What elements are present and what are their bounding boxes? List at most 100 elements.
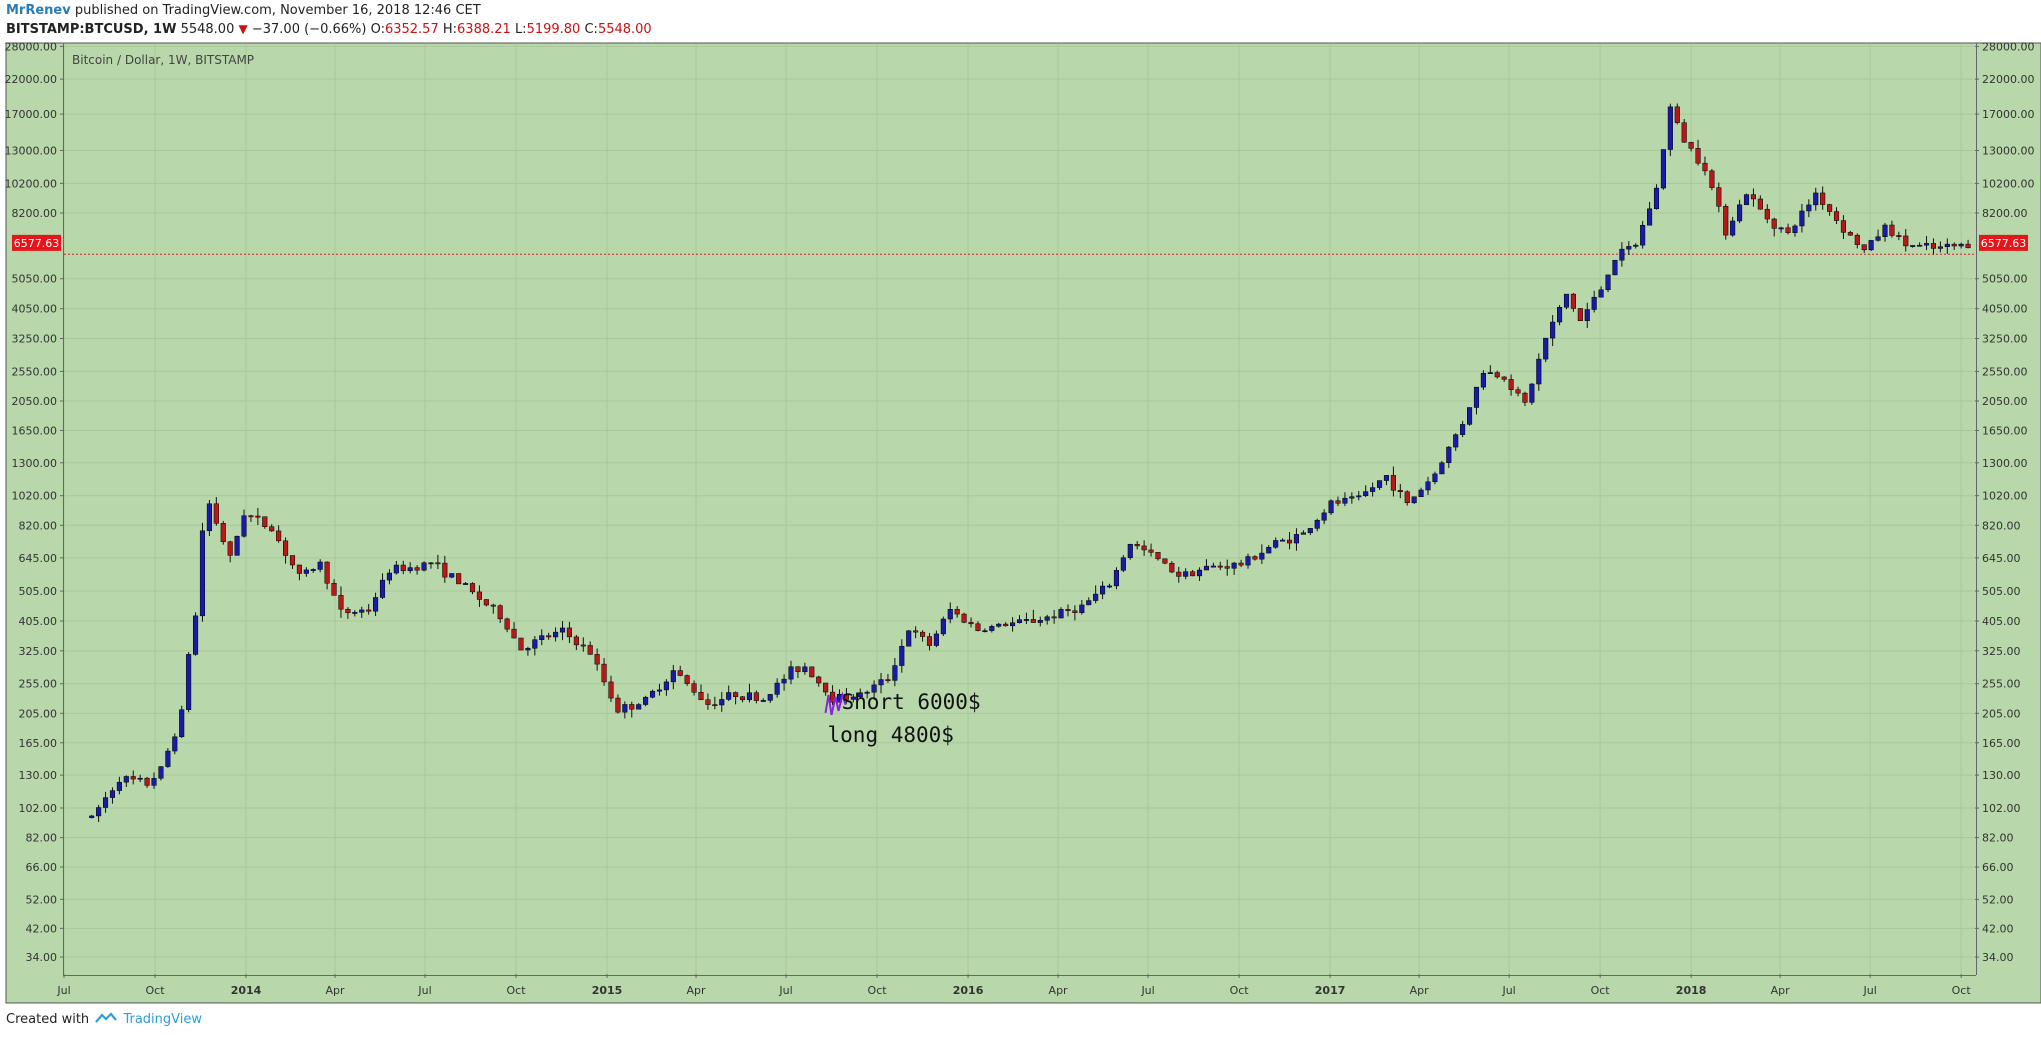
x-tick-label: Jul: [1863, 984, 1877, 997]
candle-down: [1522, 392, 1528, 403]
candle-up: [1266, 547, 1272, 554]
candle-down: [1674, 106, 1680, 123]
x-tick-label: Jul: [1140, 984, 1154, 997]
candle-up: [1937, 246, 1943, 249]
author-link[interactable]: MrRenev: [6, 3, 71, 18]
candle-up: [1044, 616, 1050, 621]
candle-down: [1190, 571, 1196, 577]
candle-up: [1037, 619, 1043, 623]
y-tick-label-right: 1650.00: [1982, 424, 2028, 437]
y-tick-label-left: 102.00: [19, 802, 58, 815]
candle-down: [324, 561, 330, 584]
candle-down: [1702, 162, 1708, 172]
candle-down: [601, 663, 607, 683]
candle-up: [1923, 243, 1930, 246]
candle-down: [1833, 211, 1840, 221]
candle-up: [1079, 604, 1085, 613]
y-tick-label-left: 505.00: [19, 585, 58, 598]
candle-down: [739, 696, 746, 701]
candle-down: [733, 692, 739, 697]
candle-up: [982, 630, 988, 633]
candle-up: [137, 777, 143, 780]
candle-down: [1176, 571, 1182, 577]
candle-down: [1840, 220, 1846, 233]
y-tick-label-right: 22000.00: [1982, 73, 2035, 86]
y-tick-label-right: 255.00: [1982, 678, 2021, 691]
candle-up: [1432, 473, 1438, 483]
candle-up: [449, 573, 455, 578]
candle-up: [1626, 246, 1632, 250]
candle-up: [102, 797, 109, 808]
x-tick-label: Oct: [507, 984, 527, 997]
candle-down: [1238, 562, 1244, 566]
candle-down: [1515, 389, 1521, 394]
candle-up: [1660, 149, 1666, 189]
candle-up: [241, 515, 247, 537]
last-price: 5548.00: [180, 22, 235, 37]
candle-down: [816, 676, 822, 684]
candle-down: [587, 645, 593, 655]
candle-down: [1861, 244, 1867, 251]
candle-up: [373, 597, 379, 612]
candle-up: [359, 609, 365, 613]
candle-down: [276, 530, 282, 542]
candle-down: [1169, 562, 1175, 573]
candle-up: [1792, 225, 1798, 233]
y-tick-label-right: 325.00: [1982, 645, 2021, 658]
candle-up: [1314, 519, 1320, 529]
y-tick-label-left: 5050.00: [12, 273, 58, 286]
candle-up: [1917, 244, 1923, 247]
candle-up: [989, 626, 995, 631]
x-tick-label: Apr: [1410, 984, 1430, 997]
candle-down: [1390, 475, 1396, 491]
candle-up: [643, 696, 649, 705]
candle-up: [1619, 248, 1625, 261]
candle-up: [719, 699, 725, 706]
candle-down: [469, 583, 476, 593]
price-change: −37.00 (−0.66%): [251, 22, 367, 37]
candle-down: [1155, 552, 1161, 560]
candle-down: [954, 609, 960, 615]
candle-up: [781, 678, 787, 684]
candle-down: [289, 555, 296, 566]
x-tick-label: Oct: [1591, 984, 1611, 997]
candle-up: [1612, 259, 1618, 276]
candle-up: [1245, 556, 1251, 566]
y-tick-label-left: 3250.00: [12, 333, 58, 346]
candle-up: [857, 692, 863, 698]
candle-up: [234, 535, 240, 556]
candle-down: [1716, 187, 1722, 207]
y-tick-label-left: 28000.00: [5, 40, 58, 53]
price-badges: 6577.63 6577.63: [12, 234, 2028, 251]
candle-down: [1286, 539, 1293, 544]
candle-down: [608, 681, 614, 699]
candle-up: [1882, 224, 1888, 237]
candle-down: [1065, 609, 1071, 612]
y-tick-label-right: 130.00: [1982, 769, 2021, 782]
candle-up: [553, 631, 559, 638]
y-tick-label-left: 82.00: [26, 832, 58, 845]
x-tick-label: Apr: [1049, 984, 1069, 997]
candle-down: [1030, 619, 1036, 623]
candle-down: [1141, 545, 1147, 551]
candles: [89, 103, 1971, 823]
close-label: C:: [584, 22, 598, 37]
down-arrow-icon: ▼: [238, 22, 248, 36]
publish-info: MrRenev published on TradingView.com, No…: [6, 2, 481, 20]
y-tick-label-left: 1020.00: [12, 490, 58, 503]
footer: Created with TradingView: [6, 1012, 202, 1027]
candle-down: [615, 697, 621, 713]
candle-up: [559, 627, 566, 633]
candle-up: [539, 635, 545, 640]
candle-down: [1217, 565, 1223, 568]
y-tick-label-left: 1300.00: [12, 457, 58, 470]
candle-up: [186, 654, 192, 710]
tradingview-link[interactable]: TradingView: [123, 1012, 202, 1027]
y-tick-label-right: 102.00: [1982, 802, 2021, 815]
annotation[interactable]: Short 6000$ long 4800$: [824, 690, 981, 747]
candle-down: [885, 679, 891, 682]
y-tick-label-right: 3250.00: [1982, 333, 2028, 346]
y-tick-label-left: 22000.00: [5, 73, 58, 86]
